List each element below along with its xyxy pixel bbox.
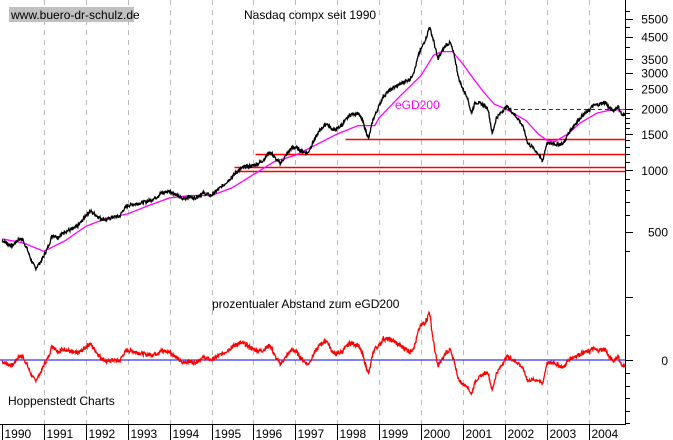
year-gridlines [44, 0, 590, 424]
y-tick-label: 5500 [641, 13, 668, 27]
lower-panel-title: prozentualer Abstand zum eGD200 [212, 297, 400, 311]
y-tick-label: 2000 [641, 103, 668, 117]
x-tick-label: 1992 [89, 427, 116, 440]
x-tick-label: 1999 [382, 427, 409, 440]
y-tick-label: 500 [648, 226, 668, 240]
y-tick-label: 1000 [641, 164, 668, 178]
egd200-line [1, 50, 626, 253]
x-tick-label: 1993 [131, 427, 158, 440]
chart-title: Nasdaq compx seit 1990 [244, 8, 376, 22]
deviation-line [1, 310, 626, 397]
x-tick-label: 1990 [5, 427, 32, 440]
watermark: www.buero-dr-schulz.de [10, 8, 140, 22]
x-tick-label: 1994 [173, 427, 200, 440]
x-tick-label: 1996 [256, 427, 283, 440]
y-tick-label: 1500 [641, 128, 668, 142]
x-tick-label: 1998 [340, 427, 367, 440]
x-tick-label: 2001 [466, 427, 493, 440]
watermark-bg [9, 7, 134, 22]
x-tick-label: 2000 [424, 427, 451, 440]
source-label: Hoppenstedt Charts [8, 394, 115, 408]
x-tick-label: 2002 [508, 427, 535, 440]
support-lines [234, 109, 625, 173]
y-tick-label: 3500 [641, 53, 668, 67]
y-tick-label: 4500 [641, 31, 668, 45]
x-tick-label: 1995 [215, 427, 242, 440]
price-line [1, 26, 626, 272]
x-tick-label: 1997 [298, 427, 325, 440]
y-tick-label: 2500 [641, 83, 668, 97]
x-tick-label: 2003 [550, 427, 577, 440]
ma-label: eGD200 [395, 98, 440, 112]
x-tick-label: 2004 [592, 427, 619, 440]
x-tick-label: 1991 [47, 427, 74, 440]
lower-y-tick-label: 0 [661, 354, 668, 368]
y-tick-label: 3000 [641, 67, 668, 81]
x-ticks: 1990 1991 1992 1993 1994 1995 1996 1997 1998 1999… [2, 424, 619, 440]
